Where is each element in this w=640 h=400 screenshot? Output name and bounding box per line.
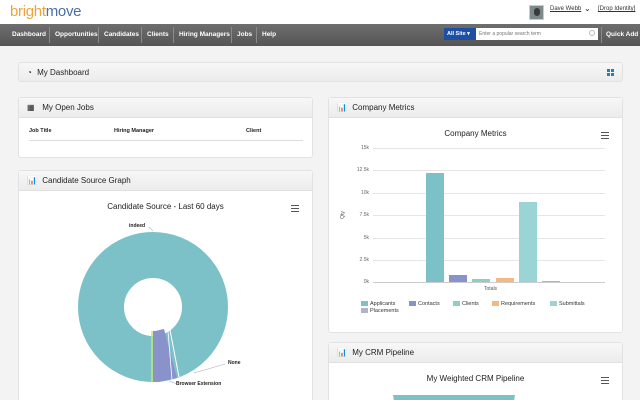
layout-grid-icon[interactable] [607,69,614,76]
bar-contacts[interactable] [449,275,467,282]
pie-label-browser-extension: Browser Extension [176,381,222,387]
candidate-source-title: Candidate Source Graph [42,176,131,185]
chevron-down-icon[interactable]: ⌄ [584,4,591,13]
bar-applicants[interactable] [426,173,444,282]
legend-clients[interactable]: Clients [453,301,479,307]
company-metrics-title: Company Metrics [352,103,415,112]
bar-clients[interactable] [472,279,490,282]
chart-title: Company Metrics [444,129,507,138]
user-name-link[interactable]: Dave Webb [550,6,582,12]
column-header-client[interactable]: Client [246,128,262,134]
chart-title: Candidate Source - Last 60 days [107,202,224,211]
dashboard-icon: ◔ [27,68,32,77]
column-header-job-title[interactable]: Job Title [29,128,52,134]
bar-chart-icon: 📊 [337,103,347,112]
legend-requirements[interactable]: Requirements [492,301,535,307]
bar-chart-icon: 📊 [27,176,37,185]
chart-menu-icon[interactable] [601,132,609,139]
nav-hiring-managers[interactable]: Hiring Managers [179,31,230,38]
legend-placements[interactable]: Placements [361,308,399,314]
table-icon: ▦ [27,103,35,112]
open-jobs-panel: ▦ My Open Jobs Job Title Hiring Manager … [18,97,313,158]
site-select-dropdown[interactable]: All Site ▾ [444,28,476,40]
crm-pipeline-panel: 📊 My CRM Pipeline My Weighted CRM Pipeli… [328,342,623,400]
nav-help[interactable]: Help [262,31,277,38]
bar-requirements[interactable] [496,278,514,282]
y-axis-label: Qty [339,211,346,219]
nav-dashboard[interactable]: Dashboard [12,31,46,38]
crm-funnel-chart [393,395,515,400]
legend-contacts[interactable]: Contacts [409,301,440,307]
crm-pipeline-title: My CRM Pipeline [352,348,415,357]
chart-menu-icon[interactable] [601,377,609,384]
search-input[interactable] [476,28,598,40]
page-title: My Dashboard [37,68,90,77]
nav-jobs[interactable]: Jobs [237,31,253,38]
column-header-hiring-manager[interactable]: Hiring Manager [114,128,155,134]
pie-label-indeed: indeed [129,223,146,229]
top-bar: brightmove Dave Webb ⌄ [Drop Identity] [0,0,640,24]
chart-title: My Weighted CRM Pipeline [426,374,525,383]
candidate-source-panel: 📊 Candidate Source Graph Candidate Sourc… [18,170,313,400]
bar-chart-icon: 📊 [337,348,347,357]
nav-opportunities[interactable]: Opportunities [55,31,98,38]
nav-clients[interactable]: Clients [147,31,169,38]
drop-identity-link[interactable]: [Drop Identity] [598,6,636,12]
chart-menu-icon[interactable] [291,205,299,212]
open-jobs-title: My Open Jobs [42,103,94,112]
pie-label-none: None [228,360,241,366]
bar-submittals[interactable] [519,202,537,282]
legend-applicants[interactable]: Applicants [361,301,395,307]
quick-add-button[interactable]: Quick Add [606,31,639,38]
x-axis-label: Totals [484,286,498,292]
bar-placements[interactable] [542,281,560,282]
search-icon[interactable] [589,30,595,36]
avatar[interactable] [529,5,544,20]
legend-submittals[interactable]: Submittals [550,301,585,307]
company-metrics-panel: 📊 Company Metrics Company Metrics 15k 12… [328,97,623,333]
dashboard-header: ◔ My Dashboard [18,62,623,82]
nav-candidates[interactable]: Candidates [104,31,140,38]
brightmove-logo[interactable]: brightmove [10,3,82,20]
candidate-source-pie [78,226,228,385]
